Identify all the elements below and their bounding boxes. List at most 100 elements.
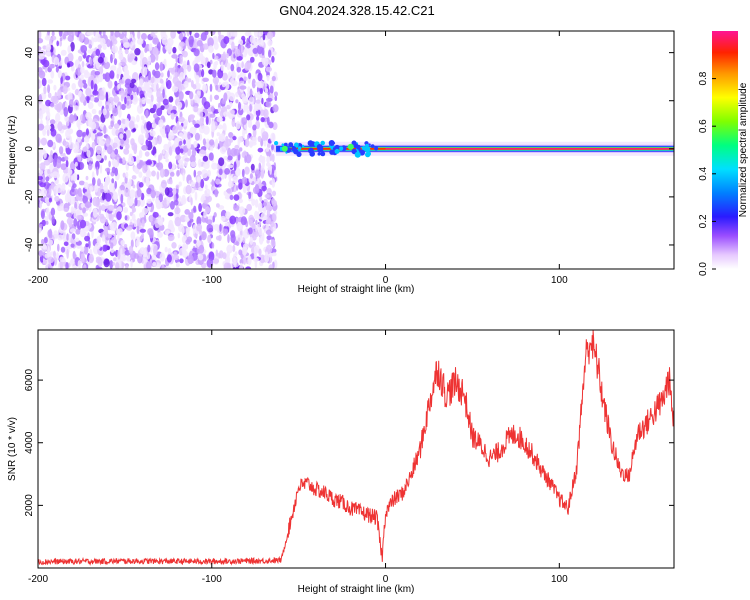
noise-blob	[73, 147, 79, 154]
noise-blob	[139, 228, 146, 233]
noise-blob	[97, 33, 101, 42]
noise-blob	[127, 85, 133, 95]
noise-blob	[136, 87, 139, 96]
noise-blob	[160, 72, 164, 78]
noise-blob	[241, 93, 246, 100]
noise-blob	[178, 181, 182, 187]
noise-blob	[57, 70, 62, 79]
noise-blob	[184, 209, 190, 215]
noise-blob	[116, 73, 120, 79]
noise-blob	[61, 125, 68, 130]
noise-blob	[268, 264, 274, 269]
noise-blob	[47, 79, 53, 84]
noise-blob	[246, 203, 253, 212]
noise-blob	[189, 91, 194, 100]
noise-blob	[169, 200, 175, 210]
y-tick-label: -20	[24, 189, 35, 204]
noise-blob	[113, 193, 118, 203]
noise-blob	[209, 83, 213, 92]
noise-blob	[84, 235, 91, 242]
noise-blob	[63, 207, 69, 212]
noise-blob	[209, 59, 213, 65]
noise-blob	[67, 45, 72, 54]
noise-blob	[212, 215, 215, 223]
noise-blob	[80, 45, 88, 53]
noise-blob	[46, 110, 51, 120]
noise-blob	[92, 177, 96, 186]
noise-blob	[179, 258, 184, 264]
noise-blob	[102, 108, 107, 116]
noise-blob	[167, 107, 172, 115]
signal-speckle	[317, 152, 321, 156]
noise-blob	[248, 72, 252, 80]
noise-blob	[131, 95, 139, 105]
noise-blob	[117, 83, 121, 89]
noise-blob	[186, 31, 190, 37]
noise-blob	[247, 86, 251, 94]
noise-blob	[271, 252, 277, 257]
signal-spot	[347, 143, 354, 150]
noise-blob	[178, 125, 183, 131]
noise-blob	[130, 94, 134, 101]
noise-blob	[228, 132, 234, 138]
noise-blob	[219, 133, 226, 142]
noise-blob	[41, 219, 46, 227]
noise-blob	[193, 105, 199, 113]
noise-blob	[120, 248, 123, 257]
noise-blob	[210, 31, 215, 34]
noise-blob	[58, 61, 62, 67]
noise-blob	[162, 149, 165, 155]
noise-blob	[193, 239, 197, 244]
noise-blob	[83, 227, 90, 232]
noise-blob	[118, 62, 122, 69]
noise-blob	[43, 159, 51, 166]
noise-blob	[66, 248, 69, 259]
noise-blob	[183, 80, 189, 89]
noise-blob	[153, 245, 158, 256]
noise-blob	[97, 44, 103, 49]
noise-blob	[113, 123, 120, 129]
noise-blob	[249, 35, 255, 44]
noise-blob	[253, 231, 260, 238]
noise-blob	[246, 60, 252, 70]
noise-blob	[232, 244, 236, 253]
noise-blob	[96, 135, 103, 145]
noise-blob	[146, 121, 152, 131]
noise-blob	[186, 140, 192, 149]
noise-blob	[152, 261, 157, 267]
x-tick-label: -100	[202, 275, 222, 286]
noise-blob	[184, 157, 191, 162]
signal-speckle	[294, 142, 299, 148]
noise-blob	[194, 32, 200, 38]
noise-blob	[239, 147, 243, 152]
noise-blob	[265, 251, 268, 256]
noise-blob	[162, 98, 169, 106]
noise-blob	[93, 97, 100, 103]
noise-blob	[124, 48, 129, 55]
noise-blob	[174, 82, 181, 88]
noise-blob	[136, 162, 142, 170]
noise-blob	[190, 100, 194, 106]
noise-blob	[202, 84, 208, 93]
noise-blob	[96, 235, 101, 245]
noise-blob	[178, 195, 181, 200]
noise-blob	[168, 234, 175, 241]
noise-blob	[236, 221, 244, 232]
noise-blob	[240, 44, 244, 54]
noise-blob	[259, 202, 263, 212]
noise-blob	[56, 40, 59, 47]
noise-blob	[54, 154, 58, 163]
signal-speckle	[361, 146, 366, 151]
noise-blob	[140, 115, 145, 121]
noise-blob	[258, 248, 262, 257]
noise-blob	[202, 155, 209, 162]
noise-blob	[143, 66, 148, 76]
colorbar-tick-label: 0.8	[698, 71, 709, 85]
noise-blob	[120, 103, 126, 111]
noise-blob	[101, 204, 106, 212]
noise-blob	[59, 37, 63, 42]
noise-blob	[94, 71, 101, 76]
noise-blob	[80, 246, 85, 252]
x-tick-label: -200	[28, 275, 48, 286]
noise-blob	[130, 259, 133, 268]
